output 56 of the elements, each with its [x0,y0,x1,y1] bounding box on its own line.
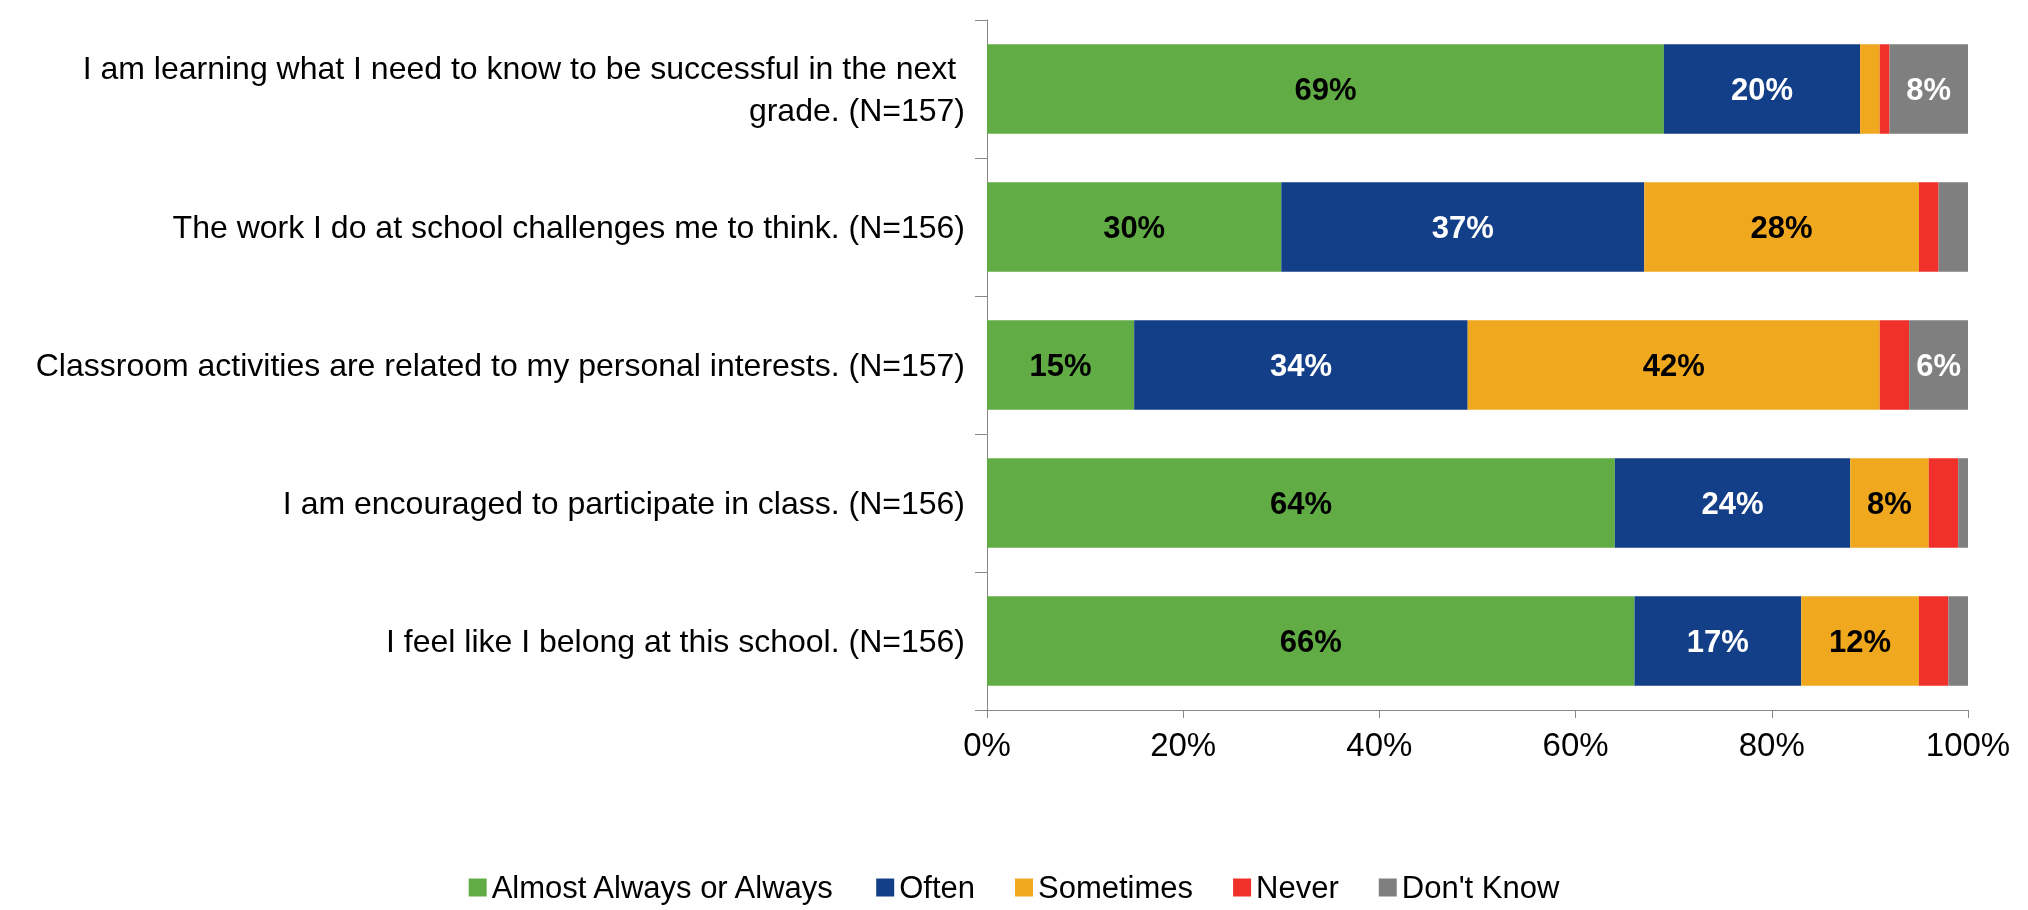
data-label: 24% [1701,485,1764,521]
x-tick-label: 20% [1150,726,1217,763]
data-label: 64% [1269,485,1332,521]
data-label: 12% [1829,623,1892,659]
data-label: 8% [1867,485,1912,521]
y-tick-label: I feel like I belong at this school. (N=156) [386,623,965,659]
bar [987,182,1282,272]
data-label: 30% [1103,209,1166,245]
y-tick-label: The work I do at school challenges me to think. (N=156) [172,209,965,245]
x-tick-label: 60% [1542,726,1609,763]
bar [1850,458,1929,548]
bar [1928,458,1959,548]
bar [1879,44,1890,134]
bar [987,320,1135,410]
bar [1918,596,1949,686]
data-label: 20% [1730,71,1794,107]
legend-label: Often [899,870,976,905]
data-label: 69% [1294,71,1357,107]
data-label: 66% [1279,623,1342,659]
x-tick-label: 40% [1346,726,1413,763]
bar [1938,182,1968,272]
bar [1948,596,1968,686]
legend-label: Almost Always or Always [491,870,833,905]
bar [1801,596,1919,686]
bar [1918,182,1939,272]
x-tick-label: 80% [1738,726,1805,763]
data-label: 8% [1906,71,1952,107]
data-label: 17% [1686,623,1749,659]
bar [1644,182,1919,272]
bar [1467,320,1880,410]
data-label: 42% [1642,347,1705,383]
bar [1134,320,1468,410]
bar [987,596,1635,686]
bar [1281,182,1645,272]
x-tick-label: 100% [1925,726,2011,763]
bar [987,44,1664,134]
legend-label: Never [1256,870,1339,905]
data-label: 6% [1916,347,1961,383]
y-tick-label: Classroom activities are related to my personal interests. (N=157) [35,347,965,383]
bar [1879,320,1910,410]
legend-label: Don't Know [1401,870,1560,905]
y-tick-label: I am learning what I need to know to be successful in the next grade. (N=157) [82,50,965,128]
bar [1889,44,1968,134]
bar [987,458,1615,548]
data-label: 37% [1431,209,1494,245]
legend-label: Sometimes [1038,870,1194,905]
bar [1663,44,1861,134]
data-label: 34% [1269,347,1332,383]
x-tick-label: 0% [963,726,1011,763]
bar [1614,458,1851,548]
data-label: 15% [1029,347,1092,383]
bar [1634,596,1802,686]
bar [1958,458,1968,548]
bar [1860,44,1880,134]
data-label: 28% [1750,209,1813,245]
y-tick-label: I am encouraged to participate in class. (N=156) [282,485,965,521]
